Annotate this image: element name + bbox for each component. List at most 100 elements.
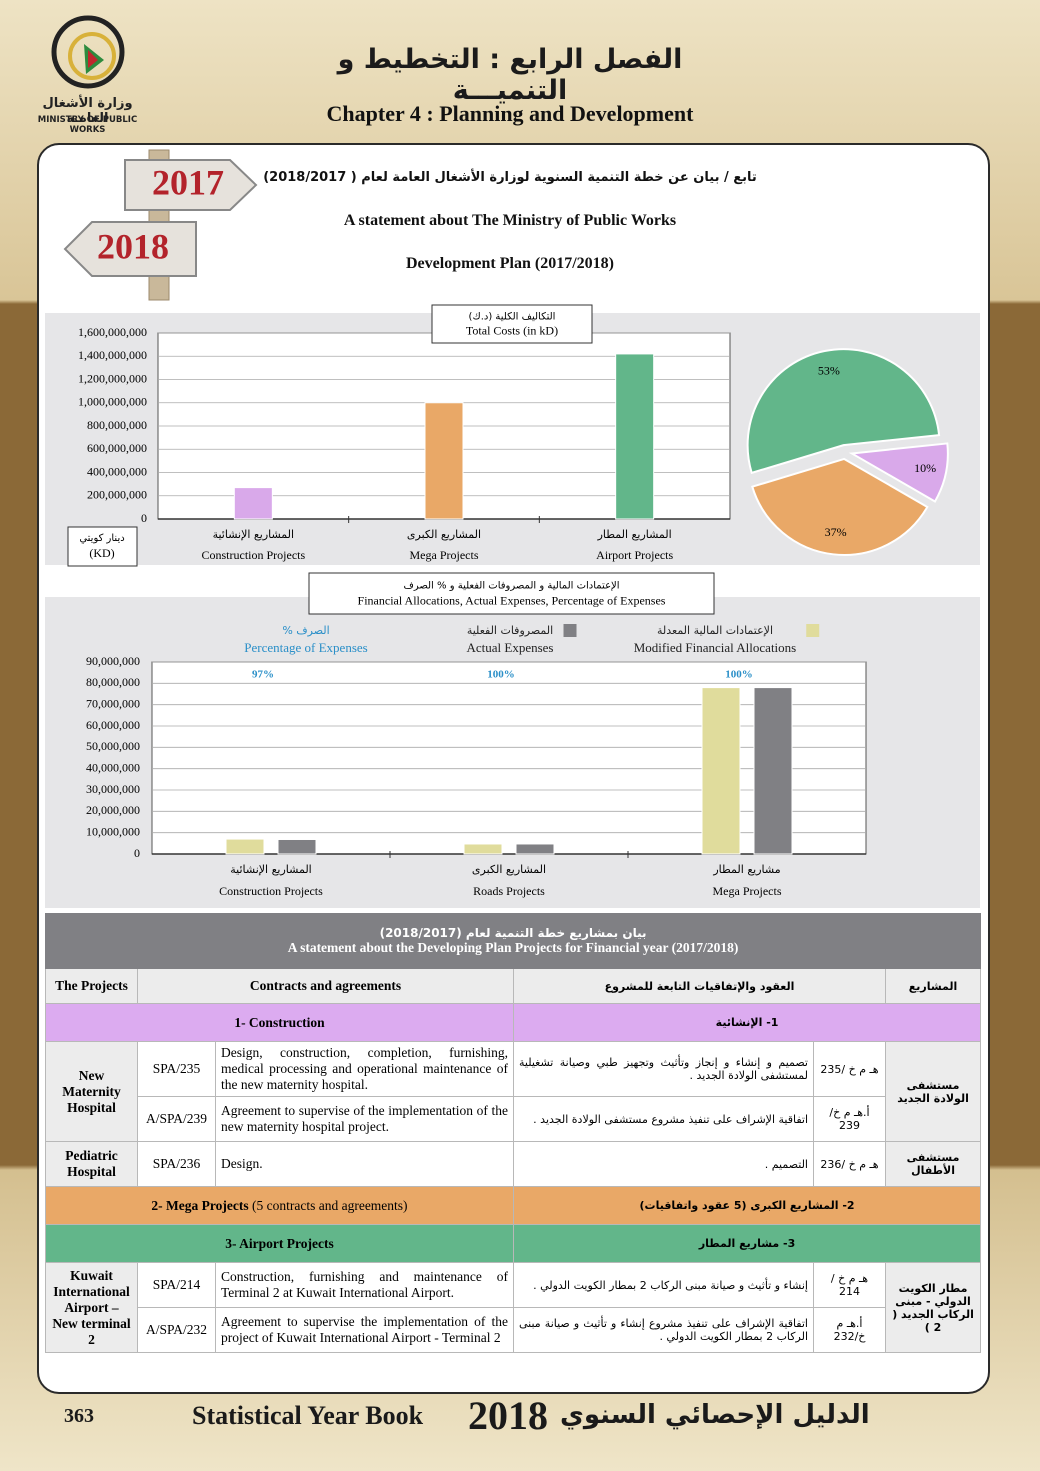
contract-text: Agreement to supervise of the implementa…: [215, 1096, 514, 1142]
x-tick-label-ar: مشاريع المطار: [712, 863, 780, 876]
footer-year: 2018: [468, 1393, 548, 1438]
contract-code: SPA/235: [137, 1041, 216, 1097]
chapter-title: Chapter 4 : Planning and Development: [326, 101, 694, 126]
x-tick-label: Construction Projects: [219, 884, 323, 898]
sign-year: 2017: [152, 162, 224, 202]
y-tick-label: 20,000,000: [86, 803, 140, 817]
section-title: 3- Airport Projects: [225, 1235, 334, 1251]
contract-code-ar: هـ م خ /236: [813, 1141, 886, 1187]
section-title-cell: 3- Airport Projects: [45, 1224, 514, 1263]
section-row: 1- Construction 1- الإنشائية: [45, 1003, 982, 1042]
x-tick-label-ar: المشاريع المطار: [597, 528, 672, 541]
contract-code-ar: أ.هـ م خ/232: [813, 1307, 886, 1353]
projects-table: بيان بمشاريع خطة التنمية لعام (2018/2017…: [44, 913, 982, 1353]
logo: [51, 15, 125, 89]
y-tick-label: 1,200,000,000: [78, 371, 147, 385]
legend-label-ar: % الصرف: [282, 624, 329, 637]
table-title-ar: بيان بمشاريع خطة التنمية لعام (2018/2017…: [379, 926, 647, 940]
percent-label: 100%: [725, 669, 753, 681]
bar: [701, 687, 741, 855]
legend-label: Modified Financial Allocations: [634, 640, 796, 655]
chart-title-box: [431, 304, 593, 344]
project-name: New Maternity Hospital: [45, 1041, 138, 1142]
section-row: 3- Airport Projects 3- مشاريع المطار: [45, 1224, 982, 1263]
percent-label: 97%: [252, 669, 274, 681]
project-name-ar: مطار الكويت الدولي - مبنى الركاب الجديد …: [884, 1262, 982, 1353]
header-cell: العقود والإتفاقيات التابعة للمشروع: [513, 968, 886, 1004]
bar: [515, 843, 555, 855]
header-cell: المشاريع: [884, 968, 982, 1004]
statement-line: A statement about The Ministry of Public…: [343, 212, 677, 229]
chart-title-ar: التكاليف الكلية (د.ك): [469, 311, 556, 322]
contract-code: A/SPA/232: [137, 1307, 216, 1353]
contract-code-ar: هـ م خ / 214: [813, 1262, 886, 1308]
pie-label: 37%: [825, 525, 847, 539]
contract-row: Pediatric Hospital SPA/236 Design. التصميم …: [45, 1141, 982, 1187]
x-tick-label-ar: المشاريع الكبرى: [472, 863, 546, 876]
y-tick-label: 40,000,000: [86, 760, 140, 774]
contract-text-ar: إنشاء و تأثيث و صيانة مبنى الركاب 2 بمطا…: [513, 1262, 814, 1308]
y-tick-label: 90,000,000: [86, 654, 140, 668]
header-cell: The Projects: [45, 968, 138, 1004]
table-header-row: The Projects Contracts and agreements العق…: [45, 968, 982, 1004]
logo-text-en: MINISTRY OF PUBLIC WORKS: [37, 115, 138, 135]
percent-label: 100%: [487, 669, 515, 681]
bar: [615, 353, 655, 520]
sign-year: 2018: [97, 226, 169, 266]
legend-swatch: [806, 624, 820, 637]
logo-ring-inner: [68, 32, 116, 80]
contract-code: SPA/236: [137, 1141, 216, 1187]
y-tick-label: 30,000,000: [86, 782, 140, 796]
contract-row: New Maternity Hospital SPA/235 Design, con…: [45, 1041, 982, 1142]
y-tick-label: 400,000,000: [87, 464, 147, 478]
y-tick-label: 60,000,000: [86, 718, 140, 732]
chart-title-box: [308, 572, 715, 615]
project-name: Kuwait International Airport – New termi…: [45, 1262, 138, 1353]
pie-label: 10%: [914, 461, 936, 475]
project-name: Pediatric Hospital: [45, 1141, 138, 1187]
table-title: A statement about the Developing Plan Pr…: [287, 940, 739, 955]
contract-code: SPA/214: [137, 1262, 216, 1308]
contract-text: Design.: [215, 1141, 514, 1187]
section-title-ar: 1- الإنشائية: [512, 1003, 982, 1042]
x-tick-label-ar: المشاريع الكبرى: [407, 528, 481, 541]
y-tick-label: 1,000,000,000: [78, 395, 147, 409]
chart-title-ar: الإعتمادات المالية و المصروفات الفعلية و…: [403, 580, 619, 591]
section-title-cell: 2- Mega Projects (5 contracts and agreem…: [45, 1186, 514, 1225]
footer-title-ar: الدليل الإحصائي السنوي: [560, 1400, 870, 1430]
contract-code-ar: هـ م خ /235: [813, 1041, 886, 1097]
x-tick-label: Construction Projects: [201, 548, 305, 562]
contract-text: Construction, furnishing and maintenance…: [215, 1262, 514, 1308]
y-tick-label: 80,000,000: [86, 675, 140, 689]
y-tick-label: 10,000,000: [86, 824, 140, 838]
section-row: 2- Mega Projects (5 contracts and agreem…: [45, 1186, 982, 1225]
y-tick-label: 1,400,000,000: [78, 348, 147, 362]
contract-text-ar: التصميم .: [513, 1141, 814, 1187]
y-tick-label: 0: [141, 511, 147, 525]
bar: [225, 838, 265, 855]
section-title: 2- Mega Projects: [151, 1197, 249, 1213]
statement-line: Development Plan (2017/2018): [406, 255, 614, 272]
statement-title-ar: تابع / بيان عن خطة التنمية السنوية لوزار…: [263, 170, 757, 185]
bar: [233, 487, 273, 520]
pie-slice: [746, 348, 941, 475]
section-title: 1- Construction: [234, 1014, 325, 1030]
legend-label: Percentage of Expenses: [244, 640, 367, 655]
contract-text: Design, construction, completion, furnis…: [215, 1041, 514, 1097]
contract-row: A/SPA/232 Agreement to supervise the impl…: [46, 1307, 981, 1353]
section-note: (5 contracts and agreements): [252, 1197, 408, 1213]
legend-label-ar: الإعتمادات المالية المعدلة: [657, 624, 773, 637]
legend-label-ar: المصروفات الفعلية: [467, 624, 553, 637]
table-title-row: بيان بمشاريع خطة التنمية لعام (2018/2017…: [44, 913, 982, 969]
chart-title: Financial Allocations, Actual Expenses, …: [358, 593, 666, 607]
contract-row: Kuwait International Airport – New termi…: [45, 1262, 982, 1353]
y-tick-label: 50,000,000: [86, 739, 140, 753]
chapter-title-ar: الفصل الرابع : التخطيط و التنميـــة: [337, 44, 683, 106]
pie-label: 53%: [818, 363, 840, 377]
section-title-ar: 2- المشاريع الكبرى (5 عقود واتفاقيات): [512, 1186, 982, 1225]
table-title-cell: بيان بمشاريع خطة التنمية لعام (2018/2017…: [44, 913, 982, 969]
logo-shape: [88, 50, 98, 68]
x-tick-label: Roads Projects: [473, 884, 545, 898]
section-title-ar: 3- مشاريع المطار: [512, 1224, 982, 1263]
